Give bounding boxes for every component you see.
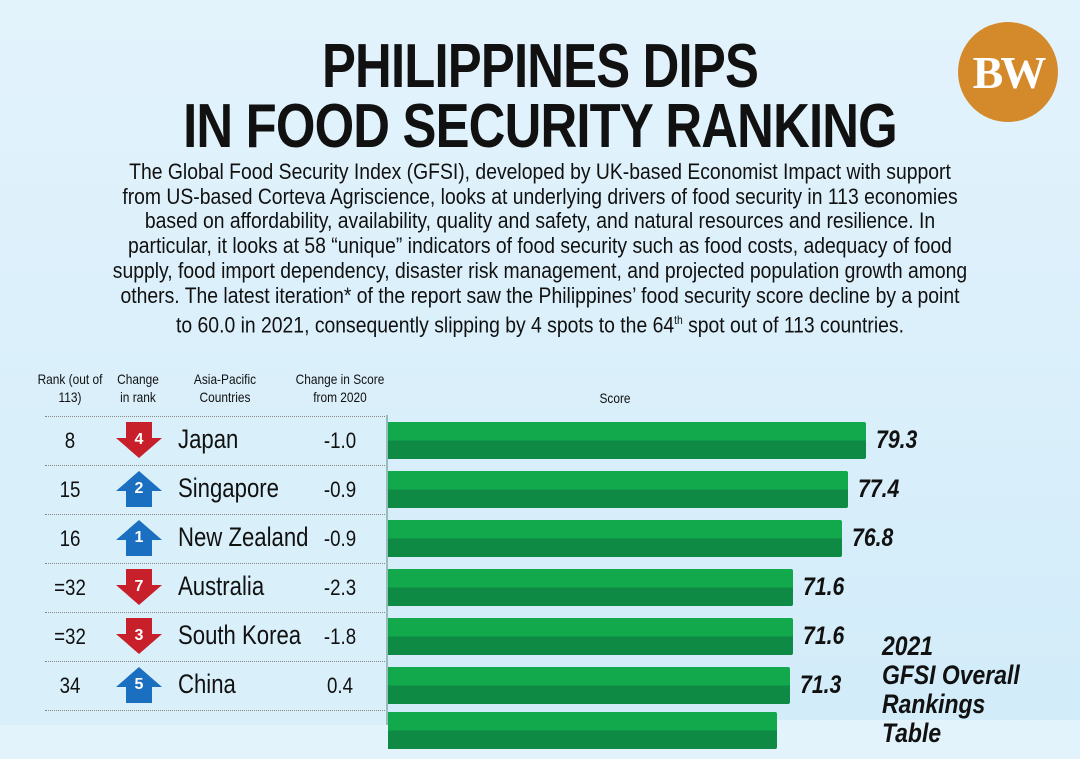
table-row: 34 5 China 0.4 71.3 xyxy=(0,661,1080,710)
arrow-up-icon: 2 xyxy=(116,471,162,507)
country-name: China xyxy=(178,669,236,699)
country-name: Australia xyxy=(178,571,265,601)
table-row: 15 2 Singapore -0.9 77.4 xyxy=(0,465,1080,514)
score-bar xyxy=(388,471,848,508)
row-divider xyxy=(45,661,385,662)
rank-change: 5 xyxy=(134,676,144,693)
rank-change: 4 xyxy=(134,431,144,448)
country-name: Japan xyxy=(178,424,239,454)
axis-line xyxy=(386,415,388,725)
row-divider xyxy=(45,416,385,417)
score-bar xyxy=(388,618,793,655)
rank-change: 7 xyxy=(134,578,144,595)
header-change-rank: Change in rank xyxy=(117,371,159,405)
header-change-score: Change in Score from 2020 xyxy=(295,371,385,405)
rank-value: 16 xyxy=(59,526,81,551)
country-name: New Zealand xyxy=(178,522,309,552)
rank-value: 34 xyxy=(59,673,81,698)
score-change: -2.3 xyxy=(323,575,357,600)
score-label: 77.4 xyxy=(857,475,900,503)
score-bar xyxy=(388,667,790,704)
bar-partial xyxy=(388,712,777,749)
rank-value: 15 xyxy=(59,477,81,502)
row-divider xyxy=(45,563,385,564)
rank-change: 2 xyxy=(134,480,144,497)
row-divider xyxy=(45,710,385,711)
rank-value: =32 xyxy=(54,575,86,600)
rank-change: 1 xyxy=(134,529,144,546)
score-change: 0.4 xyxy=(326,673,354,698)
table-row: 16 1 New Zealand -0.9 76.8 xyxy=(0,514,1080,563)
table-row: =32 7 Australia -2.3 71.6 xyxy=(0,563,1080,612)
score-bar xyxy=(388,520,843,557)
arrow-down-icon: 3 xyxy=(116,618,162,654)
intro-main: The Global Food Security Index (GFSI), d… xyxy=(112,159,968,338)
rank-value: 8 xyxy=(64,428,76,453)
caption-line-3: Rankings Table xyxy=(882,689,986,748)
title-line-2: IN FOOD SECURITY RANKING xyxy=(183,92,898,161)
score-label: 71.3 xyxy=(799,671,842,699)
row-divider xyxy=(45,514,385,515)
table-background xyxy=(0,415,387,725)
rank-change: 3 xyxy=(134,627,144,644)
row-divider xyxy=(45,612,385,613)
arrow-up-icon: 1 xyxy=(116,520,162,556)
score-label: 71.6 xyxy=(802,573,845,601)
score-change: -1.0 xyxy=(323,428,357,453)
chart-caption: 2021 GFSI Overall Rankings Table xyxy=(882,632,1050,748)
score-label: 76.8 xyxy=(852,524,894,552)
country-name: South Korea xyxy=(178,620,302,650)
score-label: 71.6 xyxy=(802,622,845,650)
bw-logo: BW xyxy=(958,22,1058,122)
country-name: Singapore xyxy=(178,473,279,503)
intro-text: The Global Food Security Index (GFSI), d… xyxy=(110,159,970,338)
rank-value: =32 xyxy=(54,624,86,649)
arrow-down-icon: 7 xyxy=(116,569,162,605)
score-bar xyxy=(388,422,866,459)
score-change: -0.9 xyxy=(323,477,357,502)
arrow-down-icon: 4 xyxy=(116,422,162,458)
row-divider xyxy=(45,465,385,466)
score-label: 79.3 xyxy=(875,426,918,454)
score-change: -1.8 xyxy=(323,624,357,649)
intro-end: spot out of 113 countries. xyxy=(682,312,904,338)
score-bar xyxy=(388,569,793,606)
caption-line-1: 2021 xyxy=(882,631,934,661)
arrow-up-icon: 5 xyxy=(116,667,162,703)
caption-line-2: GFSI Overall xyxy=(882,660,1020,690)
score-change: -0.9 xyxy=(323,526,357,551)
table-row: 8 4 Japan -1.0 79.3 xyxy=(0,416,1080,465)
header-country: Asia-Pacific Countries xyxy=(193,371,257,405)
header-score: Score xyxy=(599,390,631,406)
intro-sup: th xyxy=(674,313,683,328)
title-line-1: PHILIPPINES DIPS xyxy=(321,32,759,101)
header-rank: Rank (out of 113) xyxy=(37,371,103,405)
table-row: =32 3 South Korea -1.8 71.6 xyxy=(0,612,1080,661)
